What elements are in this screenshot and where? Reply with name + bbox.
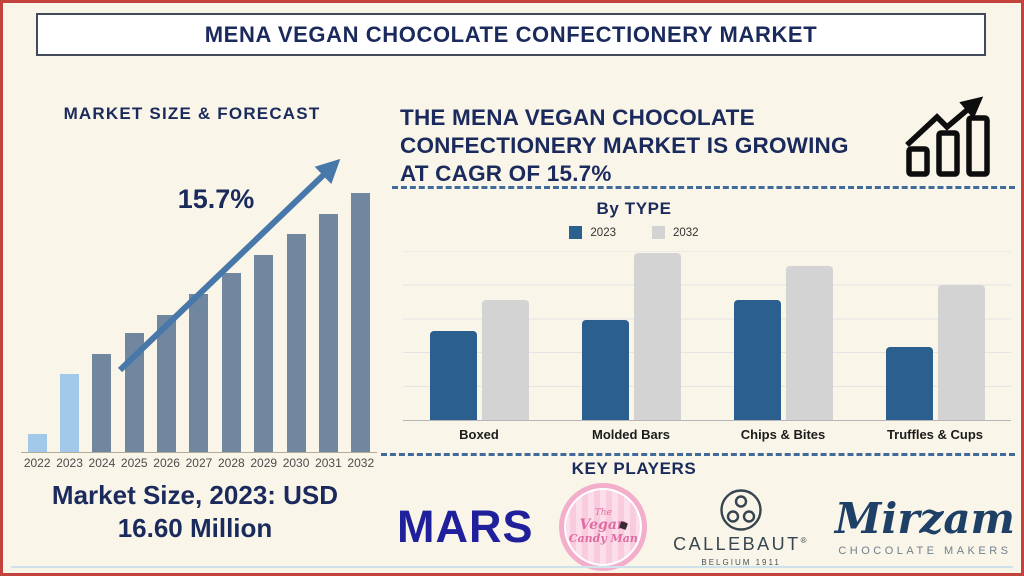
callebaut-name: CALLEBAUT xyxy=(673,533,801,554)
market-size-caption: Market Size, 2023: USD 16.60 Million xyxy=(19,479,371,545)
cagr-annotation: 15.7% xyxy=(177,184,255,214)
bottom-accent-line xyxy=(11,566,1013,568)
forecast-bar-2024 xyxy=(92,354,112,452)
forecast-bar-column-2030 xyxy=(280,234,312,452)
cagr-headline-line2: CONFECTIONERY MARKET IS GROWING xyxy=(400,132,849,158)
by-type-legend: 2023 2032 xyxy=(393,226,875,239)
forecast-year-label-2029: 2029 xyxy=(250,456,278,470)
forecast-bar-column-2029 xyxy=(248,255,280,452)
by-type-heading: By TYPE xyxy=(596,199,672,218)
type-group-truffles-cups xyxy=(859,251,1011,420)
vegan-candy-man-logo: The Vegan Candy Man xyxy=(559,483,648,571)
type-group-molded-bars xyxy=(555,251,707,420)
mars-logo: MARS xyxy=(397,501,534,552)
key-players-row: MARS The Vegan Candy Man CALLEBAUT® BELG… xyxy=(397,481,1015,573)
forecast-bars-area xyxy=(21,191,377,453)
by-type-chart-plot xyxy=(403,251,1011,421)
page-title-text: MENA VEGAN CHOCOLATE CONFECTIONERY MARKE… xyxy=(204,21,818,47)
legend-swatch-2032 xyxy=(652,226,665,239)
forecast-bar-column-2031 xyxy=(312,214,344,452)
cagr-headline-line3: AT CAGR OF 15.7% xyxy=(400,160,612,186)
forecast-year-label-2030: 2030 xyxy=(282,456,310,470)
page-title: MENA VEGAN CHOCOLATE CONFECTIONERY MARKE… xyxy=(36,13,986,56)
type-label-chips-bites: Chips & Bites xyxy=(740,427,826,442)
vegan-candy-line1: The xyxy=(594,507,612,518)
forecast-bar-2022 xyxy=(27,434,47,452)
cagr-headline-line1: THE MENA VEGAN CHOCOLATE xyxy=(400,105,755,130)
forecast-bar-column-2028 xyxy=(215,273,247,452)
type-bar-molded-bars-2023 xyxy=(581,320,629,420)
cagr-headline: THE MENA VEGAN CHOCOLATE CONFECTIONERY M… xyxy=(400,104,900,188)
forecast-year-label-2026: 2026 xyxy=(153,456,180,470)
forecast-bar-2032 xyxy=(351,193,371,452)
forecast-year-label-2028: 2028 xyxy=(217,456,245,470)
forecast-bar-2030 xyxy=(286,234,306,452)
type-bar-boxed-2032 xyxy=(481,300,529,420)
forecast-bar-column-2022 xyxy=(21,434,53,452)
registered-mark: ® xyxy=(800,535,810,545)
type-bar-boxed-2023 xyxy=(429,331,477,420)
type-bar-chips-bites-2023 xyxy=(733,300,781,420)
forecast-bar-column-2025 xyxy=(118,333,150,452)
bar-chart-growth-icon xyxy=(905,96,990,177)
legend-item-2032: 2032 xyxy=(652,226,699,239)
market-size-caption-line1: Market Size, 2023: USD xyxy=(51,480,339,510)
type-bar-chips-bites-2032 xyxy=(785,266,833,420)
forecast-bar-2031 xyxy=(318,214,338,452)
by-type-category-labels: Boxed Molded Bars Chips & Bites Truffles & … xyxy=(403,427,1011,442)
forecast-bar-2027 xyxy=(189,294,209,452)
forecast-year-label-2031: 2031 xyxy=(315,456,342,470)
forecast-year-label-2025: 2025 xyxy=(120,456,148,470)
forecast-bar-2026 xyxy=(157,315,177,452)
market-size-forecast-chart: 2022 2023 2024 2025 2026 2027 2028 2029 2030 2031… xyxy=(21,191,377,470)
market-size-forecast-heading: MARKET SIZE & FORECAST xyxy=(63,104,321,123)
type-label-molded-bars: Molded Bars xyxy=(591,427,670,442)
type-bar-truffles-cups-2032 xyxy=(937,285,985,420)
dashed-divider-bottom xyxy=(381,453,1015,456)
callebaut-logo: CALLEBAUT® BELGIUM 1911 xyxy=(673,488,809,567)
dashed-divider-top xyxy=(392,186,1015,189)
vegan-candy-line3: Candy Man xyxy=(568,532,638,546)
market-size-caption-line2: 16.60 Million xyxy=(117,512,273,543)
legend-label-2023: 2023 xyxy=(590,226,616,239)
forecast-bar-column-2023 xyxy=(53,374,85,452)
forecast-bar-2028 xyxy=(221,273,241,452)
callebaut-subtitle: BELGIUM 1911 xyxy=(701,557,781,567)
forecast-bar-column-2024 xyxy=(86,354,118,452)
forecast-bar-column-2027 xyxy=(183,294,215,452)
forecast-year-label-2022: 2022 xyxy=(23,456,51,470)
callebaut-wordmark: CALLEBAUT® xyxy=(673,534,809,555)
mirzam-subtitle: CHOCOLATE MAKERS xyxy=(838,544,1012,557)
callebaut-emblem-icon xyxy=(720,488,762,531)
forecast-bar-2023 xyxy=(60,374,80,452)
type-group-chips-bites xyxy=(707,251,859,420)
forecast-year-label-2024: 2024 xyxy=(88,456,116,470)
vegan-candy-line2: Vegan xyxy=(579,517,628,534)
forecast-year-label-2027: 2027 xyxy=(185,456,213,470)
forecast-bar-column-2026 xyxy=(150,315,182,452)
forecast-bar-2025 xyxy=(124,333,144,452)
legend-item-2023: 2023 xyxy=(569,226,616,239)
forecast-year-label-2023: 2023 xyxy=(56,456,83,470)
key-players-heading: KEY PLAYERS xyxy=(571,459,697,478)
mirzam-logo: Mirzam CHOCOLATE MAKERS xyxy=(834,493,1015,557)
forecast-year-labels: 2022 2023 2024 2025 2026 2027 2028 2029 2030 2031… xyxy=(21,456,377,470)
mirzam-wordmark: Mirzam xyxy=(834,493,1015,543)
forecast-bar-2029 xyxy=(254,255,274,452)
type-label-boxed: Boxed xyxy=(459,427,499,442)
legend-label-2032: 2032 xyxy=(673,226,699,239)
type-bar-truffles-cups-2023 xyxy=(885,347,933,420)
legend-swatch-2023 xyxy=(569,226,583,239)
forecast-year-label-2032: 2032 xyxy=(347,456,375,470)
forecast-bar-column-2032 xyxy=(345,193,377,452)
type-group-boxed xyxy=(403,251,555,420)
type-label-truffles-cups: Truffles & Cups xyxy=(886,427,984,442)
type-bar-molded-bars-2032 xyxy=(633,253,681,420)
